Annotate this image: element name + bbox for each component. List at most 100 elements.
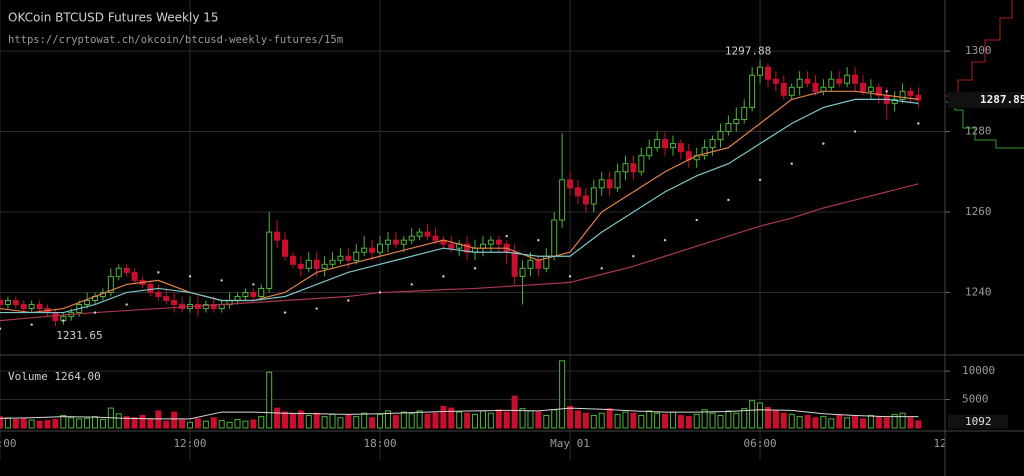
- volume-bar: [305, 414, 312, 429]
- candle-body: [662, 139, 669, 149]
- volume-bar: [369, 417, 376, 429]
- sar-dot: [473, 267, 477, 270]
- volume-bar: [867, 414, 874, 429]
- volume-bar: [503, 411, 510, 429]
- candle-body: [424, 231, 431, 237]
- candle-body: [234, 295, 241, 302]
- candle-body: [551, 219, 558, 257]
- candle-body: [377, 243, 384, 253]
- volume-bar: [147, 418, 154, 429]
- volume-bar: [0, 416, 3, 429]
- volume-bar: [99, 418, 106, 429]
- volume-bar: [859, 418, 866, 429]
- sar-dot: [885, 90, 888, 93]
- candle-body: [654, 139, 661, 149]
- volume-bar: [646, 410, 653, 429]
- volume-bar: [638, 414, 645, 429]
- candle-body: [677, 143, 684, 153]
- candle-body: [408, 235, 415, 241]
- volume-bar: [535, 411, 542, 429]
- sar-dot: [347, 299, 350, 302]
- volume-bar: [622, 411, 629, 429]
- candle-body: [559, 179, 566, 221]
- sar-dot: [157, 271, 160, 274]
- candle-body: [859, 82, 866, 92]
- sar-dot: [442, 275, 445, 278]
- volume-bar: [68, 417, 75, 429]
- volume-bar: [551, 409, 558, 429]
- candle-body: [392, 239, 399, 245]
- volume-bar: [717, 414, 724, 429]
- volume-bar: [511, 395, 518, 429]
- volume-bar: [693, 413, 700, 429]
- candle-body: [416, 231, 423, 237]
- candle-body: [448, 243, 455, 249]
- volume-bar: [590, 414, 597, 429]
- volume-bar: [654, 412, 661, 429]
- candle-body: [567, 179, 574, 189]
- sar-dot: [853, 130, 857, 133]
- volume-bar: [4, 417, 11, 429]
- sar-dot: [917, 122, 920, 125]
- volume-bar: [527, 410, 534, 429]
- volume-bar: [788, 413, 795, 429]
- sar-dot: [632, 255, 635, 258]
- y-tick-label: 1300: [965, 44, 992, 57]
- candle-body: [780, 82, 787, 96]
- candle-body: [171, 300, 178, 306]
- volume-bar: [139, 414, 146, 429]
- sar-dot: [822, 142, 825, 145]
- volume-bar: [662, 413, 669, 429]
- sar-dot: [252, 283, 255, 286]
- candle-body: [622, 163, 629, 173]
- volume-bar: [828, 418, 835, 429]
- candle-body: [131, 271, 138, 281]
- volume-bar: [123, 416, 130, 429]
- x-tick-label: 12:00: [173, 437, 206, 450]
- volume-bar: [448, 407, 455, 429]
- candle-body: [20, 304, 27, 310]
- candle-body: [535, 259, 542, 269]
- volume-bar: [282, 411, 289, 429]
- volume-bar: [297, 410, 304, 429]
- y-tick-label: 1280: [965, 125, 992, 138]
- sar-dot: [790, 162, 793, 165]
- volume-bar: [487, 412, 494, 429]
- candle-body: [289, 255, 296, 265]
- volume-bar: [772, 410, 779, 429]
- volume-bar: [836, 414, 843, 429]
- volume-bar: [725, 410, 732, 429]
- volume-bar: [796, 416, 803, 429]
- volume-bar: [187, 421, 194, 429]
- volume-bar: [234, 418, 241, 429]
- candle-body: [337, 255, 344, 261]
- candle-body: [852, 74, 859, 84]
- candle-body: [487, 239, 494, 245]
- candle-body: [836, 78, 843, 84]
- moving-average: [0, 90, 919, 314]
- candle-body: [820, 86, 827, 92]
- volume-bar: [28, 419, 35, 429]
- candle-body: [266, 231, 273, 289]
- candle-body: [717, 131, 724, 141]
- volume-bar: [479, 410, 486, 429]
- candle-body: [606, 179, 613, 189]
- candle-body: [52, 312, 59, 322]
- volume-bar: [242, 420, 249, 429]
- candle-body: [305, 259, 312, 269]
- sar-dot: [505, 234, 508, 238]
- candle-body: [867, 86, 874, 92]
- candle-body: [123, 267, 130, 273]
- volume-marker-tag: [948, 414, 1008, 429]
- volume-bar: [289, 413, 296, 429]
- volume-bar: [875, 416, 882, 429]
- candle-body: [321, 263, 328, 269]
- candle-body: [155, 291, 162, 297]
- candle-body: [274, 231, 281, 241]
- candle-body: [796, 78, 803, 88]
- volume-bar: [812, 417, 819, 429]
- volume-bar: [179, 419, 186, 429]
- sar-dot: [125, 303, 128, 306]
- volume-bar: [321, 416, 328, 429]
